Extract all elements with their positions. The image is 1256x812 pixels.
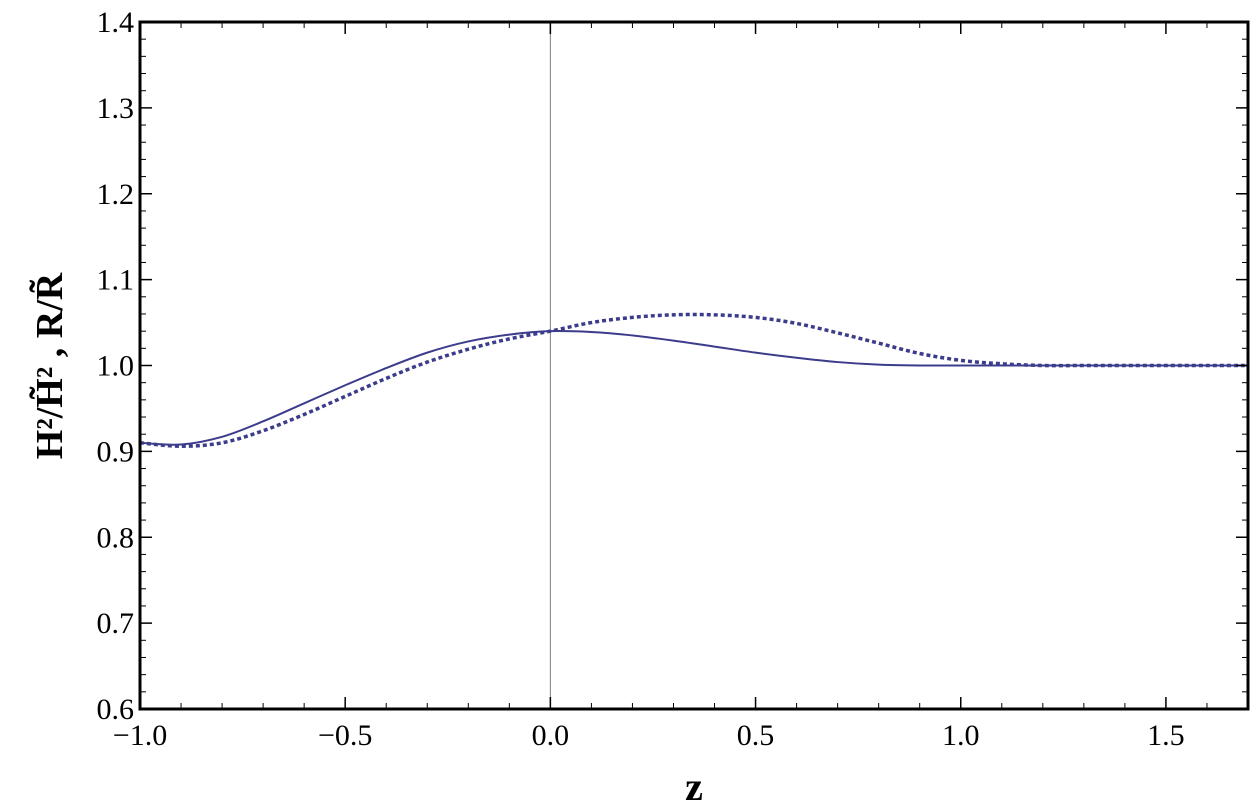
x-tick-label: 0.0 (532, 719, 570, 752)
series-line-solid (139, 330, 1248, 446)
y-tick-label: 0.6 (97, 693, 135, 726)
tick-label-layer: −1.0 −0.5 0.0 0.5 1.0 1.5 0.6 0.7 0.8 0.9 1.0 1.1 1.… (97, 6, 1185, 752)
tick-layer (139, 21, 1249, 710)
y-tick-label: 0.7 (97, 607, 135, 640)
x-tick-label: 1.5 (1147, 719, 1185, 752)
x-tick-label: 0.5 (737, 719, 775, 752)
y-tick-label: 1.2 (97, 178, 135, 211)
x-tick-label: −1.0 (113, 719, 167, 752)
series-line-dotted (139, 312, 1248, 448)
y-axis-label: H²/H̃² , R/R̃ (29, 272, 71, 459)
y-tick-label: 1.3 (97, 92, 135, 125)
x-axis-label: z (685, 764, 703, 809)
y-tick-label: 1.1 (97, 264, 135, 297)
series-layer (139, 312, 1248, 448)
y-tick-label: 0.8 (97, 521, 135, 554)
x-tick-label: −0.5 (318, 719, 372, 752)
y-tick-label: 1.4 (97, 6, 135, 39)
x-tick-label: 1.0 (942, 719, 980, 752)
y-tick-label: 0.9 (97, 435, 135, 468)
y-tick-label: 1.0 (97, 350, 135, 383)
